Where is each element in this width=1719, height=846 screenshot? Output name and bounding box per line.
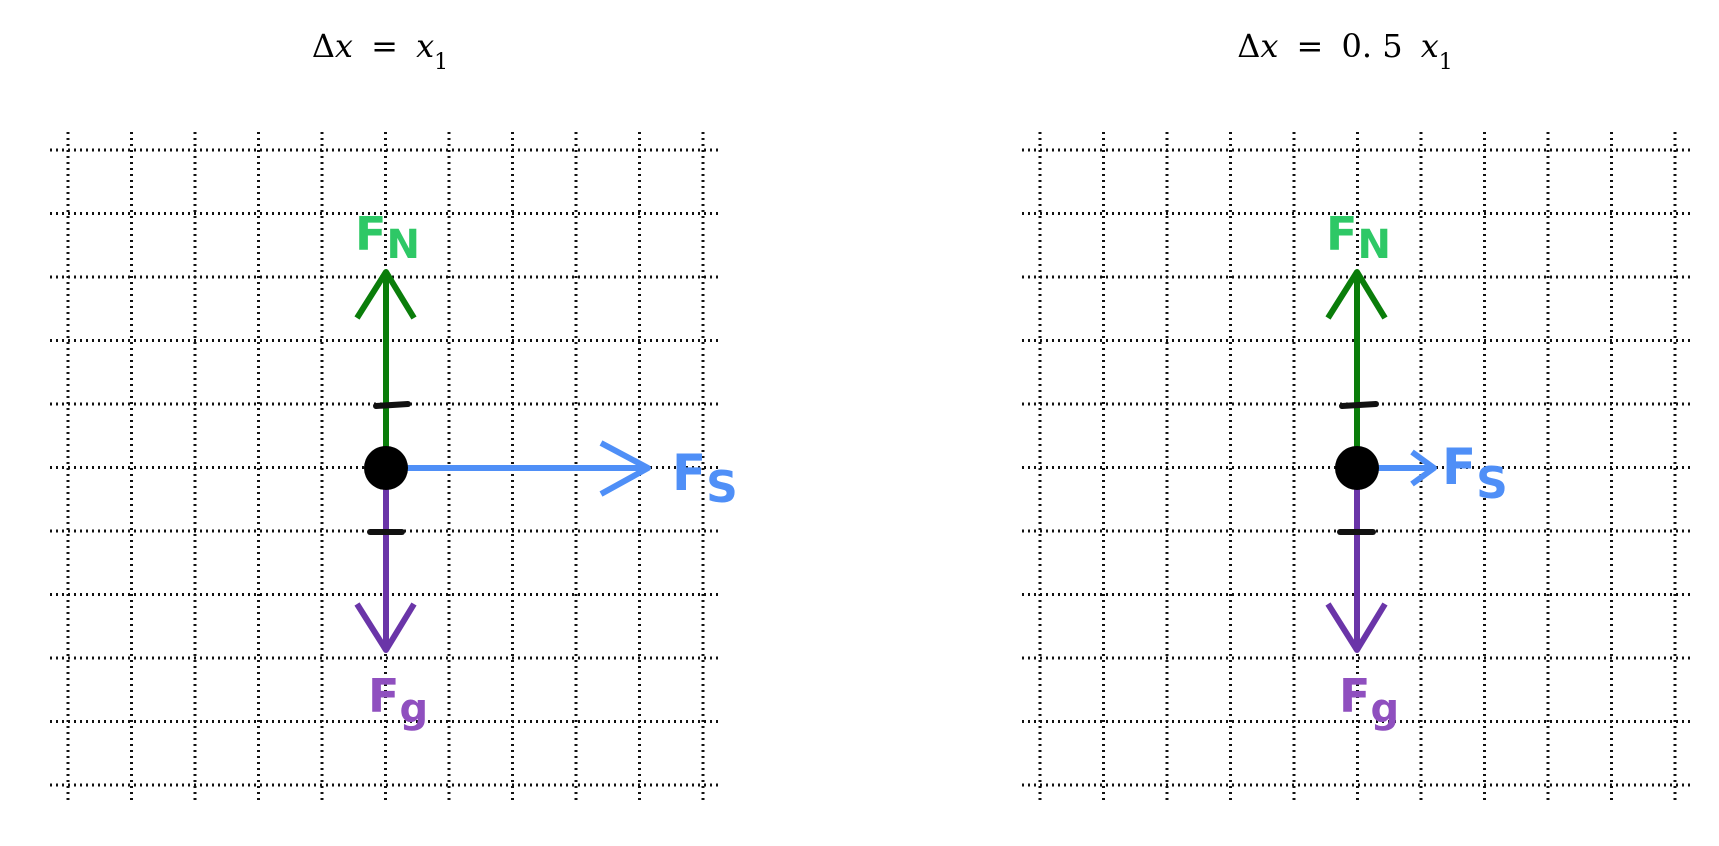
- panel-title: Δx = x1: [312, 27, 448, 75]
- body-dot: [1335, 446, 1379, 490]
- normal-force-arrow: [354, 269, 417, 468]
- panel-left: Δx = x1 FN Fg FS: [50, 27, 738, 803]
- gravity-force-arrow: [1325, 468, 1388, 653]
- body-dot: [364, 446, 408, 490]
- tick-mark: [1339, 401, 1379, 409]
- normal-force-label: FN: [1326, 207, 1391, 268]
- normal-force-arrow: [1325, 269, 1388, 468]
- panel-right: Δx = 0. 5 x1 FN Fg FS: [1022, 27, 1693, 803]
- panel-title: Δx = 0. 5 x1: [1237, 27, 1453, 75]
- spring-force-arrow: [386, 440, 651, 497]
- spring-force-label: FS: [672, 444, 738, 513]
- normal-force-label: FN: [355, 207, 420, 268]
- gravity-force-label: Fg: [1339, 669, 1399, 732]
- gravity-force-arrow: [354, 468, 417, 653]
- spring-force-label: FS: [1442, 438, 1508, 509]
- dotted-grid: [1022, 132, 1693, 803]
- tick-mark: [373, 401, 411, 409]
- gravity-force-label: Fg: [368, 669, 428, 732]
